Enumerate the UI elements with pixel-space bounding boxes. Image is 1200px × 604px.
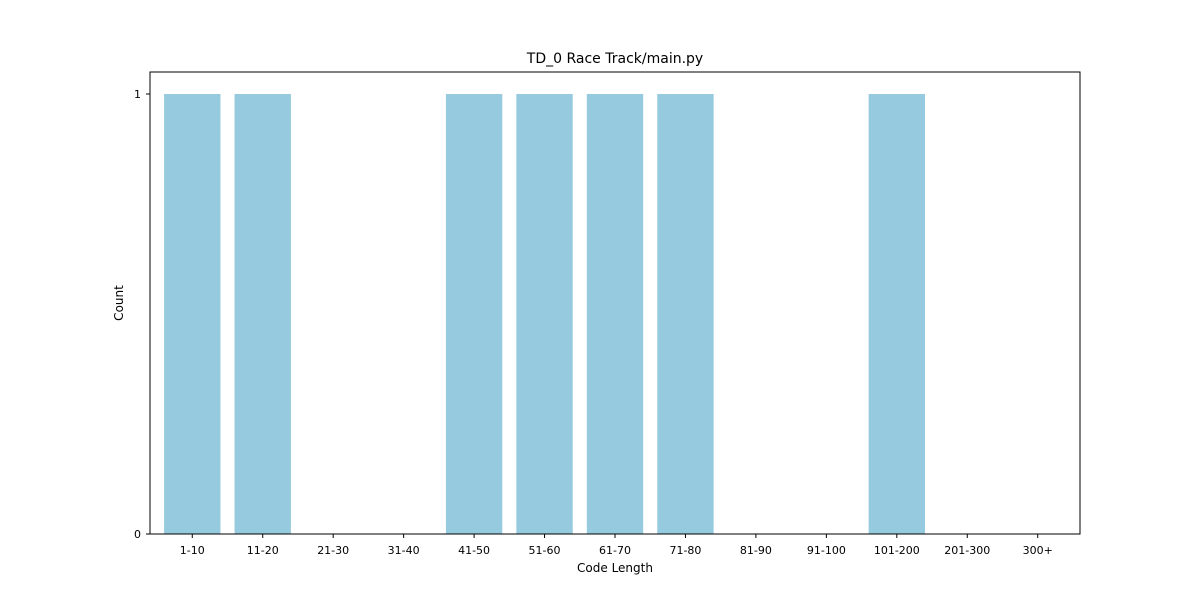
bar-1-10 <box>164 94 221 534</box>
x-tick-label: 11-20 <box>247 544 279 557</box>
x-tick-label: 91-100 <box>807 544 846 557</box>
bar-61-70 <box>586 94 644 534</box>
x-axis-ticks: 1-10 11-20 21-30 31-40 41-50 51-60 61-70 71-80 8… <box>180 534 1053 557</box>
bars <box>164 94 925 534</box>
bar-51-60 <box>516 94 573 534</box>
x-axis-label: Code Length <box>577 561 653 575</box>
x-tick-label: 71-80 <box>669 544 701 557</box>
x-tick-label: 300+ <box>1023 544 1053 557</box>
bar-71-80 <box>657 94 714 534</box>
plot-frame <box>149 71 1081 535</box>
y-axis-label: Count <box>112 285 126 321</box>
y-axis-ticks: 01 <box>134 88 150 541</box>
y-tick-label: 0 <box>134 528 141 541</box>
x-tick-label: 101-200 <box>874 544 920 557</box>
x-tick-label: 41-50 <box>458 544 490 557</box>
bar-41-50 <box>445 94 503 534</box>
x-tick-label: 1-10 <box>180 544 205 557</box>
chart-title: TD_0 Race Track/main.py <box>526 51 703 67</box>
y-tick-label: 1 <box>134 88 141 101</box>
x-tick-label: 21-30 <box>317 544 349 557</box>
x-tick-label: 51-60 <box>529 544 561 557</box>
bar-11-20 <box>234 94 291 534</box>
bar-101-200 <box>868 94 925 534</box>
x-tick-label: 81-90 <box>740 544 772 557</box>
x-tick-label: 61-70 <box>599 544 631 557</box>
x-tick-label: 201-300 <box>944 544 990 557</box>
x-tick-label: 31-40 <box>388 544 420 557</box>
